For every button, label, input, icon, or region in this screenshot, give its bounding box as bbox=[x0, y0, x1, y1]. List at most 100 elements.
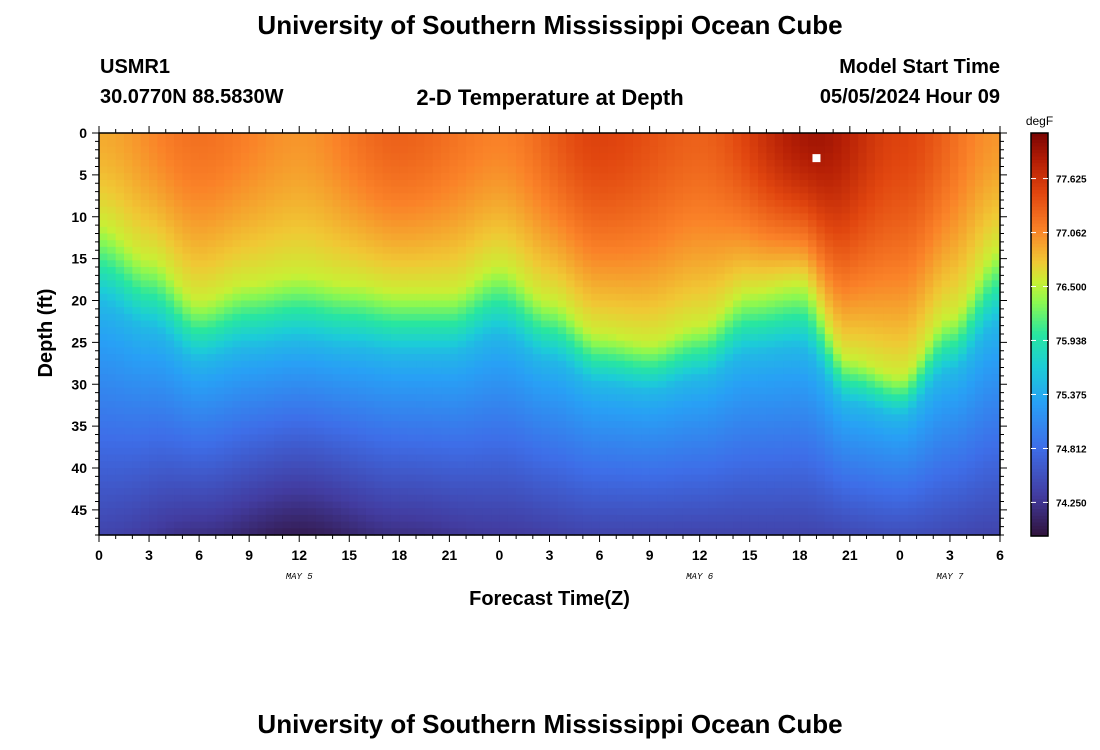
heatmap-cell bbox=[274, 434, 284, 442]
heatmap-cell bbox=[524, 267, 534, 275]
heatmap-cell bbox=[616, 287, 626, 295]
heatmap-cell bbox=[783, 461, 793, 469]
heatmap-cell bbox=[783, 494, 793, 503]
heatmap-cell bbox=[466, 320, 476, 328]
heatmap-cell bbox=[324, 501, 334, 509]
heatmap-cell bbox=[199, 200, 209, 208]
heatmap-cell bbox=[157, 367, 167, 375]
heatmap-cell bbox=[557, 508, 567, 516]
heatmap-cell bbox=[724, 133, 734, 141]
heatmap-cell bbox=[365, 441, 375, 449]
heatmap-cell bbox=[699, 501, 709, 509]
heatmap-cell bbox=[249, 528, 259, 536]
heatmap-cell bbox=[124, 474, 133, 482]
heatmap-cell bbox=[741, 179, 751, 188]
heatmap-cell bbox=[365, 447, 375, 456]
heatmap-cell bbox=[607, 146, 617, 154]
heatmap-cell bbox=[749, 179, 759, 188]
heatmap-cell bbox=[249, 327, 259, 335]
heatmap-cell bbox=[315, 146, 325, 154]
heatmap-cell bbox=[107, 394, 117, 402]
heatmap-cell bbox=[290, 394, 300, 402]
heatmap-cell bbox=[507, 179, 517, 188]
heatmap-cell bbox=[516, 133, 526, 141]
heatmap-cell bbox=[749, 514, 759, 523]
heatmap-cell bbox=[99, 293, 108, 302]
heatmap-cell bbox=[441, 267, 450, 275]
heatmap-cell bbox=[591, 213, 601, 221]
heatmap-cell bbox=[140, 320, 150, 328]
heatmap-cell bbox=[482, 139, 492, 147]
heatmap-cell bbox=[716, 300, 726, 308]
heatmap-cell bbox=[516, 394, 526, 402]
heatmap-cell bbox=[491, 461, 501, 469]
heatmap-cell bbox=[340, 514, 350, 523]
heatmap-cell bbox=[140, 461, 150, 469]
heatmap-cell bbox=[240, 200, 250, 208]
heatmap-cell bbox=[741, 334, 751, 342]
heatmap-cell bbox=[449, 307, 459, 315]
heatmap-cell bbox=[716, 494, 726, 503]
heatmap-cell bbox=[182, 146, 192, 154]
heatmap-cell bbox=[132, 488, 142, 496]
heatmap-cell bbox=[666, 501, 676, 509]
heatmap-cell bbox=[207, 173, 217, 181]
heatmap-cell bbox=[174, 374, 184, 382]
heatmap-cell bbox=[390, 454, 400, 462]
heatmap-cell bbox=[474, 273, 484, 281]
heatmap-cell bbox=[307, 508, 317, 516]
heatmap-cell bbox=[307, 454, 317, 462]
heatmap-cell bbox=[541, 273, 551, 281]
heatmap-cell bbox=[132, 327, 142, 335]
heatmap-cell bbox=[207, 414, 217, 422]
heatmap-cell bbox=[232, 253, 242, 261]
heatmap-cell bbox=[299, 508, 309, 516]
heatmap-cell bbox=[215, 401, 225, 409]
heatmap-cell bbox=[407, 468, 417, 476]
heatmap-cell bbox=[716, 273, 726, 281]
heatmap-cell bbox=[382, 267, 392, 275]
heatmap-cell bbox=[132, 186, 142, 194]
heatmap-cell bbox=[174, 327, 184, 335]
heatmap-cell bbox=[357, 427, 367, 436]
heatmap-cell bbox=[315, 334, 325, 342]
heatmap-cell bbox=[274, 414, 284, 422]
heatmap-cell bbox=[557, 434, 567, 442]
heatmap-cell bbox=[524, 367, 534, 375]
heatmap-cell bbox=[157, 133, 167, 141]
heatmap-cell bbox=[349, 226, 359, 235]
heatmap-cell bbox=[274, 153, 284, 161]
heatmap-cell bbox=[582, 313, 592, 322]
heatmap-cell bbox=[758, 360, 767, 369]
heatmap-cell bbox=[708, 468, 717, 476]
heatmap-cell bbox=[758, 514, 767, 523]
heatmap-cell bbox=[115, 280, 125, 288]
heatmap-cell bbox=[549, 414, 559, 422]
heatmap-cell bbox=[99, 213, 108, 221]
heatmap-cell bbox=[240, 133, 250, 141]
heatmap-cell bbox=[340, 474, 350, 482]
heatmap-cell bbox=[240, 273, 250, 281]
heatmap-cell bbox=[582, 441, 592, 449]
heatmap-cell bbox=[691, 360, 701, 369]
heatmap-cell bbox=[749, 427, 759, 436]
heatmap-cell bbox=[240, 488, 250, 496]
heatmap-cell bbox=[107, 240, 117, 248]
heatmap-cell bbox=[582, 220, 592, 228]
heatmap-cell bbox=[432, 213, 442, 221]
heatmap-cell bbox=[324, 387, 334, 395]
heatmap-cell bbox=[474, 501, 484, 509]
heatmap-cell bbox=[349, 501, 359, 509]
heatmap-cell bbox=[466, 427, 476, 436]
heatmap-cell bbox=[274, 307, 284, 315]
heatmap-cell bbox=[299, 441, 309, 449]
heatmap-cell bbox=[424, 461, 434, 469]
heatmap-cell bbox=[265, 139, 275, 147]
heatmap-cell bbox=[207, 186, 217, 194]
heatmap-cell bbox=[290, 340, 300, 348]
heatmap-cell bbox=[407, 220, 417, 228]
heatmap-cell bbox=[724, 380, 734, 389]
heatmap-cell bbox=[115, 441, 125, 449]
heatmap-cell bbox=[157, 414, 167, 422]
heatmap-cell bbox=[424, 468, 434, 476]
